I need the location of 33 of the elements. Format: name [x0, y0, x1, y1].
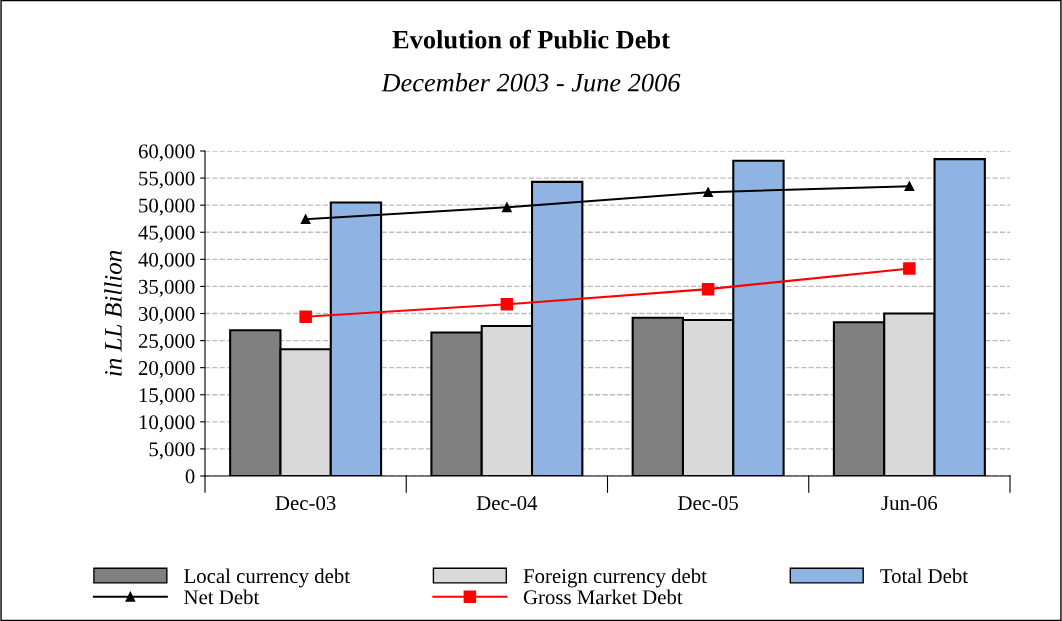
legend-label: Local currency debt [184, 568, 350, 588]
point [701, 282, 715, 296]
point [299, 310, 312, 324]
legend-label: Gross Market Debt [523, 589, 683, 605]
point [300, 214, 311, 225]
legend-label: Foreign currency debt [523, 568, 707, 588]
point [500, 298, 514, 311]
y-tick-label: 55,000 [139, 171, 195, 189]
legend-label: Net Debt [184, 589, 260, 605]
y-tick-label: 50,000 [139, 198, 195, 216]
chart-title: Evolution of Public Debt [392, 29, 670, 49]
x-tick-label: Jun-06 [881, 496, 938, 511]
point [502, 202, 512, 213]
y-tick-label: 45,000 [138, 225, 195, 243]
x-tick-label: Dec-04 [476, 496, 538, 511]
x-tick-label: Dec-05 [678, 496, 738, 511]
chart-subtitle: December 2003 - June 2006 [381, 73, 681, 92]
y-tick-label: 35,000 [138, 279, 195, 297]
point [904, 181, 915, 192]
y-axis-title: in LL Billion [104, 250, 122, 376]
point [703, 187, 713, 198]
x-tick-label: Dec-03 [275, 496, 336, 511]
point [903, 262, 916, 275]
y-tick-label: 5,000 [149, 442, 195, 460]
y-tick-label: 15,000 [139, 388, 195, 406]
y-tick-label: 20,000 [138, 361, 195, 379]
y-tick-label: 30,000 [138, 306, 195, 324]
y-tick-label: 10,000 [139, 415, 195, 433]
y-tick-label: 40,000 [138, 252, 195, 270]
y-tick-label: 25,000 [138, 333, 195, 352]
y-tick-label: 0 [185, 469, 195, 484]
legend-label: Total Debt [880, 568, 968, 584]
y-tick-label: 60,000 [138, 144, 195, 162]
